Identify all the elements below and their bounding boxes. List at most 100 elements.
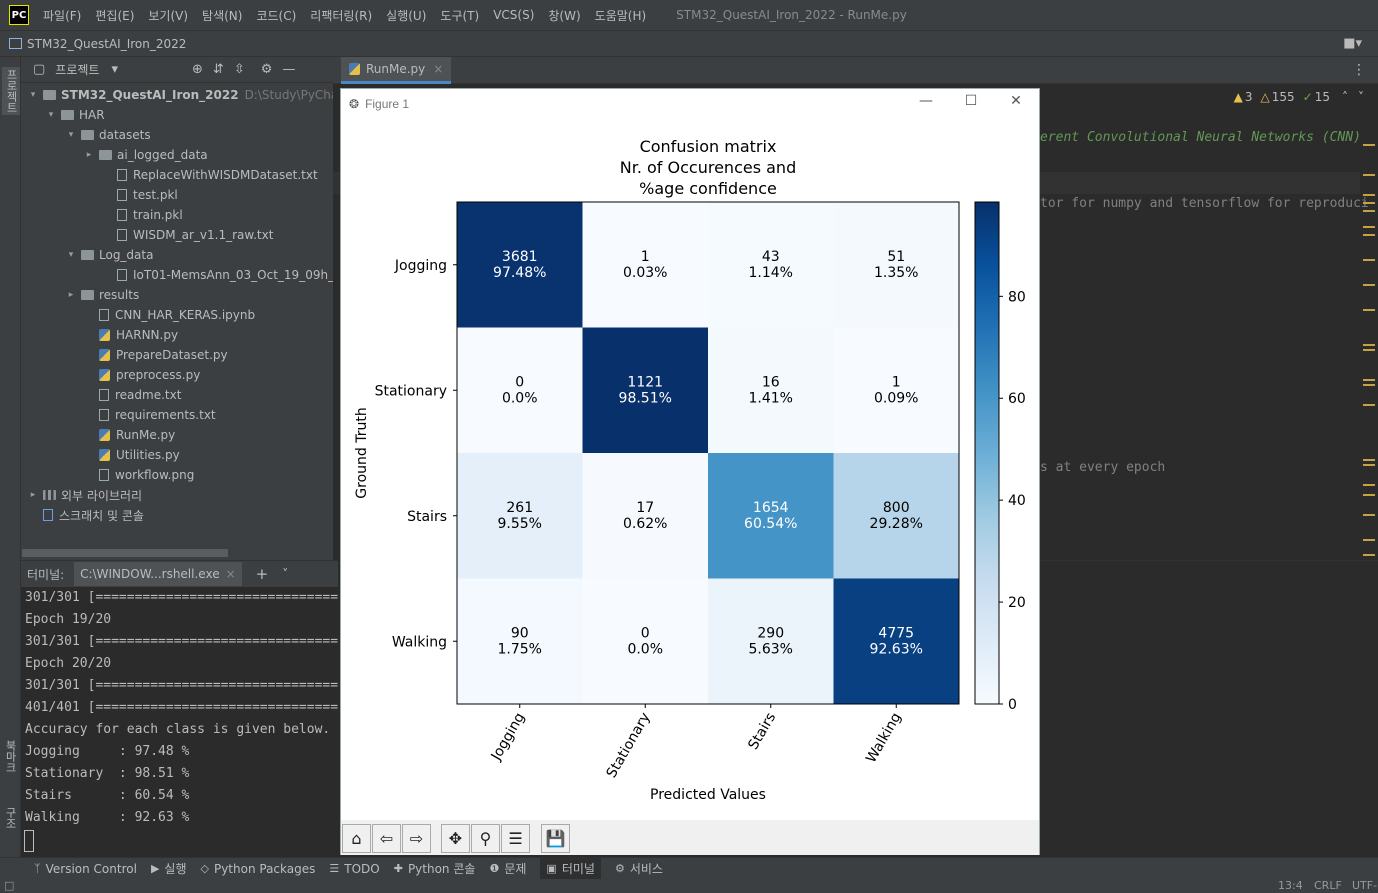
tree-item[interactable]: readme.txt [83, 385, 181, 405]
menu-refactor[interactable]: 리팩터링(R) [310, 8, 373, 23]
close-icon[interactable]: × [433, 62, 444, 76]
chevron-right-icon[interactable]: ▸ [30, 490, 36, 500]
gear-icon[interactable]: ⚙ [260, 62, 273, 77]
error-stripe-marker[interactable] [1363, 379, 1375, 381]
hide-icon[interactable]: — [282, 62, 296, 77]
error-stripe-marker[interactable] [1363, 234, 1375, 236]
breadcrumb-project[interactable]: STM32_QuestAI_Iron_2022 [27, 36, 187, 51]
toolwindow-problems[interactable]: ❶ 문제 [489, 860, 526, 877]
forward-icon[interactable]: ⇨ [402, 824, 431, 853]
error-stripe-marker[interactable] [1363, 210, 1375, 212]
inspection-widget[interactable]: ▲ 3 △ 155 ✓ 15 ˄ ˅ [1234, 90, 1364, 104]
error-stripe-marker[interactable] [1363, 344, 1375, 346]
project-tool-button[interactable]: 프로젝트 [2, 67, 20, 115]
menu-window[interactable]: 창(W) [548, 8, 581, 23]
tree-item[interactable]: ▸ ai_logged_data [83, 145, 208, 165]
layout-icon[interactable]: □ [4, 879, 15, 892]
menu-code[interactable]: 코드(C) [256, 8, 297, 23]
line-separator[interactable]: CRLF [1314, 879, 1342, 892]
terminal-output-right[interactable] [1040, 560, 1378, 857]
chevron-down-icon[interactable]: ▾ [68, 130, 74, 140]
menu-tools[interactable]: 도구(T) [440, 8, 480, 23]
tree-item[interactable]: ReplaceWithWISDMDataset.txt [101, 165, 318, 185]
toolwindow-python-console[interactable]: ✚ Python 콘솔 [394, 860, 476, 877]
error-stripe-marker[interactable] [1363, 539, 1375, 541]
error-stripe-marker[interactable] [1363, 284, 1375, 286]
menu-file[interactable]: 파일(F) [43, 8, 82, 23]
user-account-icon[interactable]: ■▾ [1343, 36, 1362, 51]
more-options-icon[interactable]: ⋮ [1352, 62, 1366, 78]
menu-view[interactable]: 보기(V) [148, 8, 189, 23]
tree-item[interactable]: ▾ HAR [45, 105, 105, 125]
expand-all-icon[interactable]: ⇵ [212, 62, 224, 77]
chevron-down-icon[interactable]: ˅ [1358, 90, 1364, 104]
error-stripe-marker[interactable] [1363, 384, 1375, 386]
chevron-up-icon[interactable]: ˄ [1342, 90, 1348, 104]
toolwindow-services[interactable]: ⚙ 서비스 [615, 860, 663, 877]
error-stripe-marker[interactable] [1363, 349, 1375, 351]
error-stripe-marker[interactable] [1363, 459, 1375, 461]
tree-item[interactable]: PrepareDataset.py [83, 345, 228, 365]
zoom-icon[interactable]: ⚲ [471, 824, 500, 853]
chevron-down-icon[interactable]: ˅ [282, 567, 289, 581]
chevron-down-icon[interactable]: ▾ [48, 110, 54, 120]
error-stripe-marker[interactable] [1363, 226, 1375, 228]
menu-edit[interactable]: 편집(E) [95, 8, 135, 23]
toolwindow-todo[interactable]: ☰ TODO [329, 862, 379, 876]
toolwindow-run[interactable]: ▶ 실행 [151, 860, 187, 877]
tree-item[interactable]: IoT01-MemsAnn_03_Oct_19_09h_58m_ [101, 265, 367, 285]
tree-item[interactable]: HARNN.py [83, 325, 178, 345]
bookmarks-tool-button[interactable]: 북마크 [4, 740, 17, 773]
menu-vcs[interactable]: VCS(S) [493, 8, 535, 22]
error-stripe-marker[interactable] [1363, 309, 1375, 311]
error-stripe[interactable] [1360, 84, 1378, 560]
error-stripe-marker[interactable] [1363, 194, 1375, 196]
terminal-output[interactable]: 301/301 [===============================… [21, 587, 338, 857]
back-icon[interactable]: ⇦ [372, 824, 401, 853]
tab-runme[interactable]: RunMe.py × [341, 57, 452, 84]
close-icon[interactable]: × [225, 567, 236, 581]
toolwindow-terminal[interactable]: ▣ 터미널 [540, 857, 601, 880]
add-icon[interactable]: + [255, 565, 269, 583]
collapse-all-icon[interactable]: ⇳ [233, 62, 245, 77]
file-encoding[interactable]: UTF- [1352, 879, 1378, 892]
tree-item[interactable]: train.pkl [101, 205, 183, 225]
close-button[interactable]: ✕ [1010, 93, 1022, 109]
chevron-down-icon[interactable]: ▾ [111, 62, 118, 77]
tree-item[interactable]: test.pkl [101, 185, 178, 205]
toolwindow-version-control[interactable]: ᛉ Version Control [34, 862, 137, 876]
project-panel-title[interactable]: 프로젝트 [55, 63, 100, 77]
error-stripe-marker[interactable] [1363, 554, 1375, 556]
chevron-down-icon[interactable]: ▾ [68, 250, 74, 260]
tree-item[interactable]: ▾ Log_data [65, 245, 154, 265]
toolwindow-python-packages[interactable]: ◇ Python Packages [201, 862, 316, 876]
chevron-right-icon[interactable]: ▸ [68, 290, 74, 300]
error-stripe-marker[interactable] [1363, 494, 1375, 496]
tree-item[interactable]: ▾ STM32_QuestAI_Iron_2022 D:\Study\PyCharm [27, 85, 355, 105]
maximize-button[interactable]: ☐ [964, 93, 978, 109]
tree-item[interactable]: CNN_HAR_KERAS.ipynb [83, 305, 255, 325]
tree-item[interactable]: RunMe.py [83, 425, 175, 445]
tree-item[interactable]: WISDM_ar_v1.1_raw.txt [101, 225, 273, 245]
tree-item[interactable]: ▾ datasets [65, 125, 151, 145]
tree-item[interactable]: workflow.png [83, 465, 194, 485]
tree-item[interactable]: ▸ 외부 라이브러리 [27, 485, 142, 505]
tree-item[interactable]: Utilities.py [83, 445, 180, 465]
error-stripe-marker[interactable] [1363, 404, 1375, 406]
horizontal-scrollbar[interactable] [22, 549, 228, 557]
error-stripe-marker[interactable] [1363, 202, 1375, 204]
minimize-button[interactable]: — [919, 93, 933, 109]
menu-help[interactable]: 도움말(H) [594, 8, 647, 23]
tree-item[interactable]: requirements.txt [83, 405, 216, 425]
error-stripe-marker[interactable] [1363, 514, 1375, 516]
tree-item[interactable]: preprocess.py [83, 365, 200, 385]
error-stripe-marker[interactable] [1363, 174, 1375, 176]
error-stripe-marker[interactable] [1363, 259, 1375, 261]
tab-terminal-session[interactable]: C:\WINDOW...rshell.exe × [74, 562, 242, 586]
home-icon[interactable]: ⌂ [342, 824, 371, 853]
caret-position[interactable]: 13:4 [1278, 879, 1303, 892]
menu-navigate[interactable]: 탐색(N) [202, 8, 243, 23]
menu-run[interactable]: 실행(U) [386, 8, 427, 23]
tree-item[interactable]: 스크래치 및 콘솔 [27, 505, 144, 525]
structure-tool-button[interactable]: 구조 [4, 807, 17, 829]
